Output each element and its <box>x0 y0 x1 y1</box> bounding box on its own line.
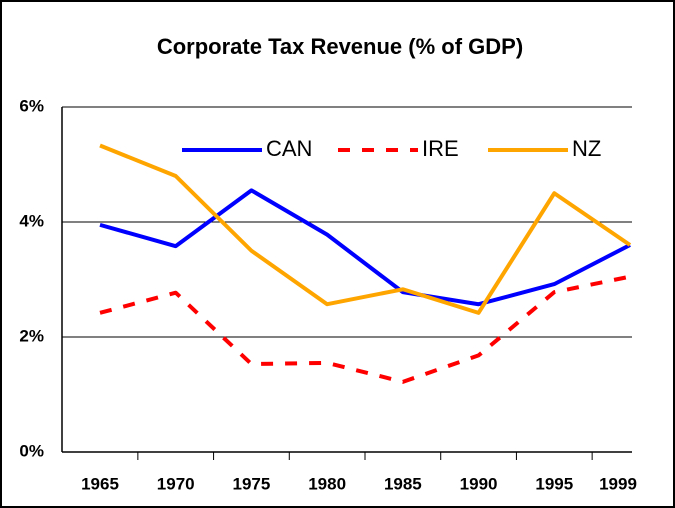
legend-label: CAN <box>266 136 312 161</box>
x-tick-label: 1975 <box>233 474 271 493</box>
x-tick-label: 1980 <box>308 474 346 493</box>
line-series <box>99 188 631 307</box>
x-tick-label: 1995 <box>535 474 573 493</box>
y-tick-label: 6% <box>19 96 44 115</box>
x-tick-label: 1999 <box>599 474 637 493</box>
x-tick-label: 1985 <box>384 474 422 493</box>
x-tick-label: 1990 <box>460 474 498 493</box>
x-tick-label: 1970 <box>157 474 195 493</box>
line-series <box>99 143 632 315</box>
chart-title: Corporate Tax Revenue (% of GDP) <box>157 34 523 59</box>
line-series <box>99 274 631 384</box>
x-tick-label: 1965 <box>81 474 119 493</box>
y-tick-label: 2% <box>19 326 44 345</box>
legend-label: NZ <box>572 136 601 161</box>
y-tick-label: 0% <box>19 441 44 460</box>
legend-label: IRE <box>422 136 459 161</box>
y-tick-label: 4% <box>19 211 44 230</box>
